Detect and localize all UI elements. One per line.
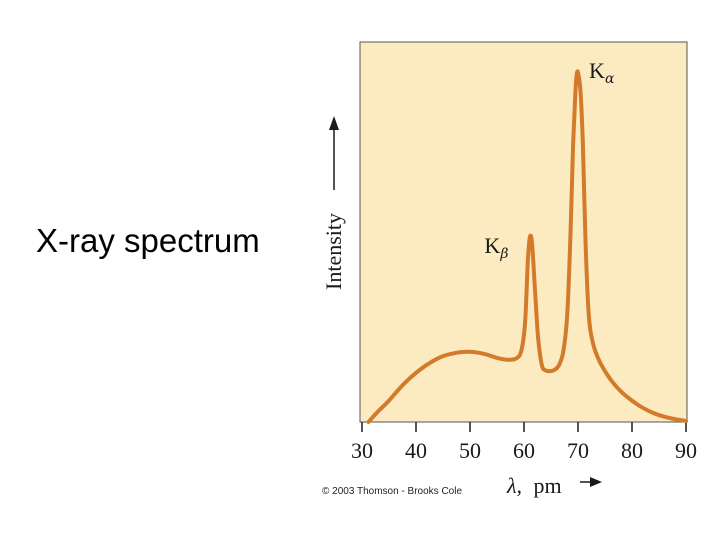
intensity-curve (366, 69, 688, 424)
x-tick-labels: 30 40 50 60 70 80 90 (351, 438, 697, 463)
y-axis-label: Intensity (321, 213, 346, 290)
k-beta-base: K (484, 233, 500, 258)
x-axis-symbol: λ, (506, 473, 522, 498)
x-tick-label: 50 (459, 438, 481, 463)
x-axis-unit: pm (534, 473, 562, 498)
peak-label-k-alpha: K α (589, 58, 615, 87)
x-tick-label: 30 (351, 438, 373, 463)
k-alpha-base: K (589, 58, 605, 83)
peak-label-k-beta: K β (484, 233, 508, 262)
y-axis-label-group: Intensity (321, 116, 346, 290)
k-beta-subscript: β (499, 246, 508, 262)
copyright-notice: © 2003 Thomson - Brooks Cole (322, 486, 462, 497)
x-axis-label: λ, pm (506, 473, 562, 498)
slide-title: X-ray spectrum (36, 222, 260, 259)
x-axis-label-group: λ, pm (506, 473, 602, 498)
k-alpha-subscript: α (605, 71, 615, 87)
x-tick-label: 70 (567, 438, 589, 463)
plot-background (359, 41, 688, 423)
x-tick-label: 90 (675, 438, 697, 463)
x-tick-label: 60 (513, 438, 535, 463)
x-tick-marks (361, 422, 687, 432)
x-axis-arrow-icon (590, 477, 602, 487)
x-tick-label: 40 (405, 438, 427, 463)
x-tick-label: 80 (621, 438, 643, 463)
y-axis-arrow-icon (329, 116, 339, 130)
